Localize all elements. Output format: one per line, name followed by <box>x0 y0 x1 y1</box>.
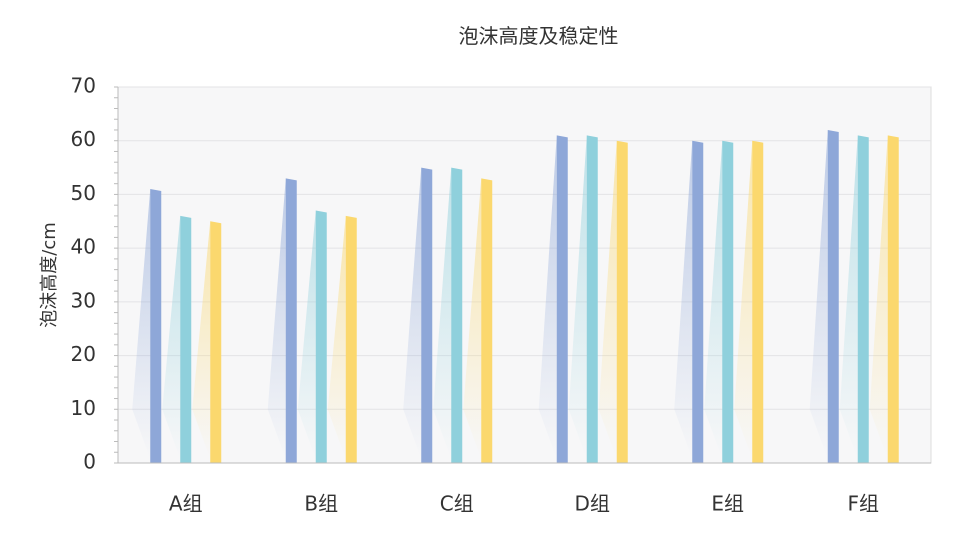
y-tick-label: 0 <box>83 450 96 474</box>
bar-shadow <box>297 210 316 459</box>
bar-shadow <box>568 135 587 460</box>
bar <box>616 140 628 463</box>
grid <box>118 86 931 410</box>
y-tick-label: 20 <box>71 342 96 366</box>
x-tick-label: B组 <box>304 492 338 516</box>
bar <box>150 189 162 464</box>
y-tick-label: 10 <box>71 396 96 420</box>
x-tick-label: D组 <box>575 492 610 516</box>
y-tick-label: 70 <box>71 74 96 98</box>
bar <box>752 140 764 463</box>
bar-shadows <box>132 129 888 460</box>
bar <box>586 135 598 464</box>
axes <box>114 86 931 464</box>
bar-shadow <box>538 135 557 460</box>
bar <box>827 129 839 463</box>
bar-shadow <box>403 167 422 460</box>
bar <box>722 140 734 463</box>
bar-shadow <box>327 215 346 459</box>
bar-shadow <box>674 140 693 459</box>
bar <box>887 135 899 464</box>
bar <box>692 140 704 463</box>
bar <box>481 178 493 464</box>
x-tick-label: A组 <box>169 492 203 516</box>
chart-title: 泡沫高度及稳定性 <box>458 24 619 48</box>
y-tick-label: 50 <box>71 181 96 205</box>
bar-shadow <box>433 167 452 460</box>
x-tick-label: F组 <box>847 492 879 516</box>
bar-shadow <box>839 135 858 460</box>
bar-shadow <box>869 135 888 460</box>
bars <box>150 129 899 464</box>
bar-shadow <box>809 129 828 459</box>
x-tick-label: C组 <box>440 492 474 516</box>
bar <box>315 210 327 463</box>
bar-shadow <box>734 140 753 459</box>
bar <box>451 167 463 464</box>
x-tick-label: E组 <box>711 492 744 516</box>
y-tick-label: 30 <box>71 288 96 312</box>
bar <box>210 221 222 463</box>
bar-shadow <box>598 140 617 459</box>
bar-shadow <box>267 178 286 460</box>
bar-shadow <box>162 215 181 459</box>
y-axis-label: 泡沫高度/cm <box>39 222 60 328</box>
bar <box>556 135 568 464</box>
bar <box>180 215 192 463</box>
bar <box>421 167 433 464</box>
plot-area <box>117 86 932 464</box>
y-tick-label: 60 <box>71 127 96 151</box>
y-tick-label: 40 <box>71 235 96 259</box>
tick-labels: 0 10 20 30 40 50 60 70 A组 B组 C组 D组 E组 F组 <box>71 74 879 516</box>
bar <box>345 215 357 463</box>
bar <box>285 178 297 464</box>
bar-shadow <box>704 140 723 459</box>
bar <box>857 135 869 464</box>
bar-shadow <box>192 221 211 459</box>
bar-shadow <box>463 178 482 460</box>
bar-shadow <box>132 189 151 460</box>
